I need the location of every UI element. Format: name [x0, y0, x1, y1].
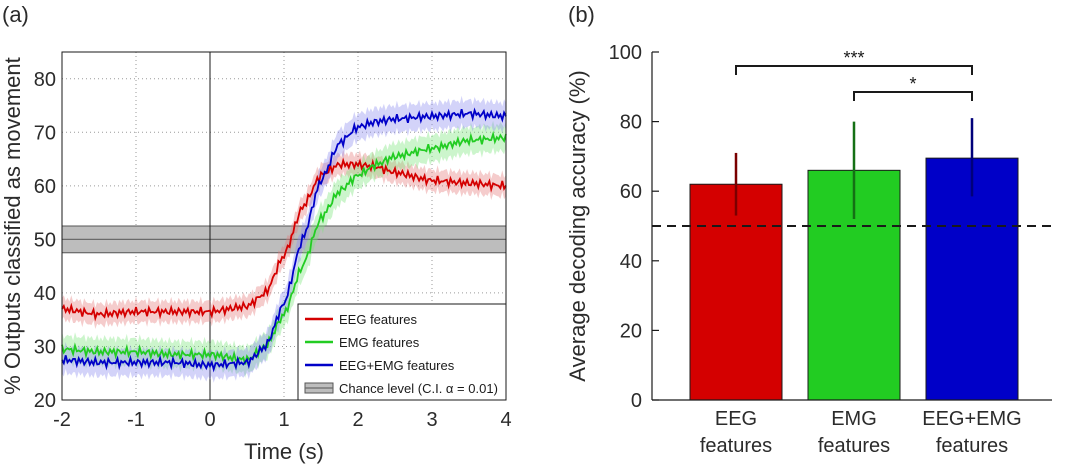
chart-a-x-ticks: -2 -1 0 1 2 3 4 [53, 409, 511, 431]
category-label-sub: features [936, 435, 1008, 457]
category-label-sub: features [700, 435, 772, 457]
y-tick-label: 30 [34, 336, 56, 358]
y-tick-label: 80 [34, 69, 56, 91]
significance-brackets: **** [735, 48, 973, 101]
y-tick-label: 20 [620, 320, 642, 342]
y-tick-label: 80 [620, 112, 642, 134]
chart-a-border [61, 51, 507, 401]
significance-bracket [853, 91, 973, 101]
chart-b-x-ticks: EEG features EMG features EEG+EMG features [700, 408, 1022, 457]
band-eeg-emg-features [62, 95, 506, 383]
y-tick-label: 60 [620, 181, 642, 203]
chart-b-y-ticks: 0 20 40 60 80 100 [609, 42, 659, 412]
category-label: EEG+EMG [922, 408, 1021, 430]
line-eeg-features [61, 157, 507, 322]
legend-label: EMG features [339, 335, 420, 350]
y-tick-label: 70 [34, 122, 56, 144]
chance-band [61, 225, 507, 254]
line-emg-features [61, 130, 507, 365]
y-tick-label: 20 [34, 390, 56, 412]
legend-label: EEG features [339, 312, 418, 327]
y-tick-label: 50 [34, 229, 56, 251]
y-tick-label: 40 [34, 283, 56, 305]
significance-label: *** [843, 48, 864, 68]
legend: EEG features EMG features EEG+EMG features… [297, 303, 507, 401]
x-tick-label: 1 [278, 409, 289, 431]
error-bars [734, 118, 974, 220]
line-eeg-emg-features [61, 107, 507, 373]
category-label: EMG [831, 408, 877, 430]
y-tick-label: 60 [34, 176, 56, 198]
chart-b-y-label: Average decoding accuracy (%) [565, 70, 590, 381]
y-tick-label: 100 [609, 42, 642, 64]
category-label-sub: features [818, 435, 890, 457]
bar-0 [689, 183, 783, 401]
y-tick-label: 40 [620, 251, 642, 273]
legend-label: EEG+EMG features [339, 358, 455, 373]
x-tick-label: 2 [352, 409, 363, 431]
chart-a: -2 -1 0 1 2 3 4 20 30 40 50 60 70 80 Time (s) % Outp… [0, 51, 512, 464]
chart-a-x-label: Time (s) [244, 439, 324, 464]
panel-label-a: (a) [2, 2, 29, 27]
category-label: EEG [715, 408, 757, 430]
x-tick-label: -2 [53, 409, 71, 431]
legend-entries: EEG features EMG features EEG+EMG features… [304, 312, 498, 396]
y-tick-label: 0 [631, 390, 642, 412]
series-lines [61, 107, 507, 373]
significance-label: * [909, 74, 916, 94]
x-tick-label: 0 [204, 409, 215, 431]
panel-label-b: (b) [568, 2, 595, 27]
chart-a-y-label: % Outputs classified as movement [0, 57, 25, 394]
x-tick-label: 3 [426, 409, 437, 431]
chart-a-y-ticks: 20 30 40 50 60 70 80 [34, 69, 56, 412]
bars [689, 157, 1019, 401]
legend-label: Chance level (C.I. α = 0.01) [339, 381, 498, 396]
x-tick-label: -1 [127, 409, 145, 431]
significance-bracket [735, 65, 973, 75]
x-tick-label: 4 [500, 409, 511, 431]
